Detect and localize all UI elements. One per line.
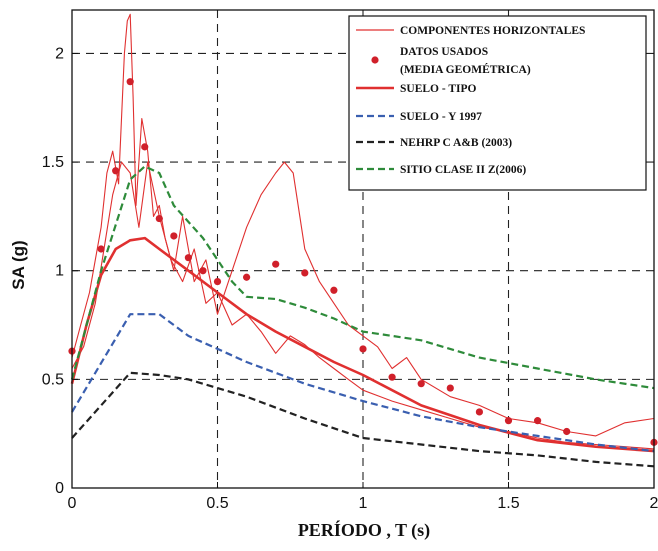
data-point-datos-usados-media-geom-trica xyxy=(563,427,571,436)
data-point-datos-usados-media-geom-trica xyxy=(534,417,542,425)
tick-labels: 0 0.5 1 1.5 2 0 0.5 1 1.5 2 xyxy=(42,45,658,512)
data-point-datos-usados-media-geom-trica xyxy=(272,260,280,268)
data-point-datos-usados-media-geom-trica xyxy=(388,373,396,381)
legend-label-media-geometrica: (MEDIA GEOMÉTRICA) xyxy=(400,62,531,76)
x-tick-label: 1 xyxy=(359,495,368,512)
data-point-datos-usados-media-geom-trica xyxy=(417,380,425,388)
data-point-datos-usados-media-geom-trica xyxy=(184,254,192,262)
data-point-datos-usados-media-geom-trica xyxy=(301,269,309,277)
data-point-datos-usados-media-geom-trica xyxy=(97,245,105,253)
data-point-datos-usados-media-geom-trica xyxy=(199,267,207,275)
x-axis-label: PERÍODO , T (s) xyxy=(298,519,430,541)
y-tick-label: 0 xyxy=(55,480,64,497)
data-point-datos-usados-media-geom-trica xyxy=(446,384,454,392)
series-line-suelo-tipo-2 xyxy=(70,236,655,453)
data-point-datos-usados-media-geom-trica xyxy=(213,277,222,286)
x-tick-label: 0.5 xyxy=(206,495,228,512)
y-axis-label: SA (g) xyxy=(9,240,28,289)
legend-label-nehrp: NEHRP C A&B (2003) xyxy=(400,137,512,149)
y-tick-label: 0.5 xyxy=(42,371,64,388)
x-tick-label: 1.5 xyxy=(497,495,519,512)
data-point-datos-usados-media-geom-trica xyxy=(155,214,163,223)
legend-label-suelo-tipo: SUELO - TIPO xyxy=(400,83,477,95)
x-tick-label: 2 xyxy=(650,495,658,512)
data-point-datos-usados-media-geom-trica xyxy=(475,408,483,416)
series-line-nehrp-c-a-b-2003-4 xyxy=(71,371,655,468)
data-point-datos-usados-media-geom-trica xyxy=(141,143,149,151)
data-point-datos-usados-media-geom-trica xyxy=(243,273,251,281)
y-tick-label: 1 xyxy=(55,263,64,280)
series-line-suelo-y-1997-3 xyxy=(71,313,655,453)
data-point-datos-usados-media-geom-trica xyxy=(126,78,134,86)
legend-label-datos: DATOS USADOS xyxy=(400,46,488,58)
y-tick-label: 2 xyxy=(55,45,64,62)
data-point-datos-usados-media-geom-trica xyxy=(359,345,367,353)
legend: COMPONENTES HORIZONTALES DATOS USADOS (M… xyxy=(348,15,647,191)
series-line-componentes-horizontales-0 xyxy=(71,13,655,437)
data-point-datos-usados-media-geom-trica xyxy=(112,167,120,175)
data-point-datos-usados-media-geom-trica xyxy=(330,286,338,294)
legend-box xyxy=(348,15,647,191)
data-point-datos-usados-media-geom-trica xyxy=(170,232,178,240)
y-tick-label: 1.5 xyxy=(42,154,64,171)
gridlines xyxy=(72,10,654,488)
data-point-datos-usados-media-geom-trica xyxy=(504,417,513,425)
x-tick-label: 0 xyxy=(68,495,77,512)
legend-label-componentes: COMPONENTES HORIZONTALES xyxy=(400,25,585,37)
legend-label-suelo-y1997: SUELO - Y 1997 xyxy=(400,111,482,123)
legend-label-sitio-clase: SITIO CLASE II Z(2006) xyxy=(400,164,526,176)
legend-swatch-datos xyxy=(371,56,379,64)
series-line-sitio-clase-ii-z-2006-5 xyxy=(70,165,655,390)
series-layer xyxy=(68,13,658,468)
